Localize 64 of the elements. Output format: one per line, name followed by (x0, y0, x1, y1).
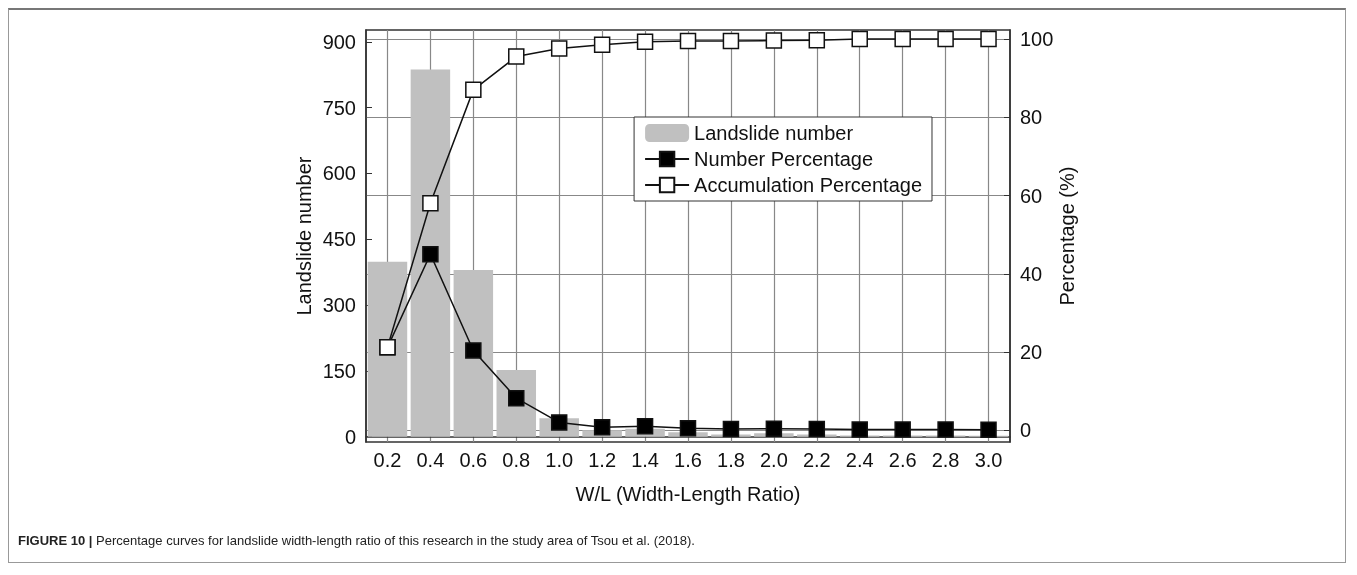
y-tick-label: 900 (322, 30, 356, 53)
bar (410, 69, 451, 437)
point (422, 245, 439, 263)
y-axis-title: Landslide number (293, 156, 315, 316)
point (851, 421, 868, 438)
caption: FIGURE 10 | Percentage curves for landslide width-length ratio of this research in the study area of Tsou et al. (2018). (18, 533, 695, 548)
y-tick-label: 600 (322, 162, 356, 185)
point (422, 195, 439, 212)
point (593, 418, 611, 436)
bar (453, 270, 494, 437)
x-tick-label: 1.4 (631, 449, 659, 471)
legend-label: Number Percentage (694, 148, 874, 170)
y-tick-label: 450 (322, 228, 356, 251)
point (808, 420, 826, 438)
x-tick-label: 1.8 (717, 449, 745, 471)
x-tick-label: 3.0 (974, 449, 1003, 471)
x-axis-title: W/L (Width-Length Ratio) (575, 483, 801, 505)
y-tick-label: 750 (322, 96, 356, 119)
x-tick-label: 0.2 (373, 449, 402, 471)
point (679, 32, 697, 50)
point (851, 30, 868, 48)
point (593, 36, 611, 54)
y2-axis-title: Percentage (%) (1056, 166, 1079, 306)
y2-tick-label: 0 (1020, 419, 1032, 442)
legend-label: Accumulation Percentage (694, 174, 923, 196)
x-tick-label: 2.6 (888, 449, 917, 471)
x-tick-label: 0.4 (416, 449, 445, 471)
x-tick-label: 2.0 (759, 449, 788, 471)
point (937, 30, 954, 48)
y2-tick-label: 40 (1020, 262, 1043, 285)
y2-tick-label: 100 (1020, 28, 1054, 50)
y-tick-label: 0 (344, 425, 356, 448)
x-tick-label: 0.8 (502, 449, 531, 471)
point (722, 420, 740, 438)
x-tick-label: 2.4 (845, 449, 874, 471)
y2-tick-label: 60 (1020, 184, 1043, 207)
x-tick-label: 2.8 (931, 449, 960, 471)
y-tick-label: 300 (322, 294, 356, 317)
point (980, 30, 997, 48)
x-tick-label: 1.6 (674, 449, 702, 471)
x-tick-label: 0.6 (459, 449, 488, 471)
point (465, 342, 482, 359)
x-tick-label: 1.2 (588, 449, 617, 471)
x-tick-label: 1.0 (545, 449, 574, 471)
y2-tick-label: 80 (1020, 106, 1043, 129)
point (722, 32, 740, 50)
point (636, 418, 654, 435)
point (550, 40, 568, 57)
y2-tick-label: 20 (1020, 341, 1043, 364)
point (636, 33, 654, 50)
legend-label: Landslide number (694, 122, 854, 144)
point (508, 48, 525, 65)
point (679, 420, 697, 437)
point (980, 421, 997, 439)
point (894, 30, 911, 48)
point (937, 421, 954, 438)
point (765, 32, 783, 49)
point (465, 81, 482, 99)
bar (367, 261, 408, 437)
point (808, 31, 826, 49)
x-tick-label: 2.2 (802, 449, 831, 471)
y-tick-label: 150 (322, 359, 356, 382)
point (765, 420, 783, 437)
point (894, 421, 911, 438)
